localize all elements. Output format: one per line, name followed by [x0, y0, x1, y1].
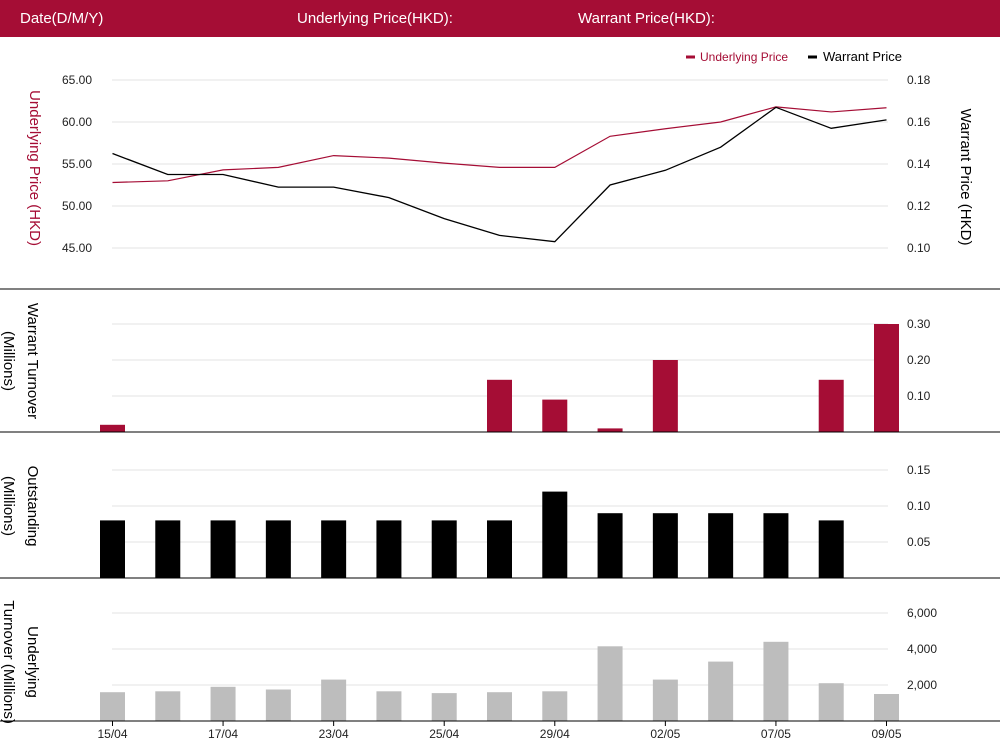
right-tick-label: 6,000: [907, 606, 937, 620]
x-tick-label: 17/04: [208, 727, 238, 741]
left-tick-label: 45.00: [62, 241, 92, 255]
outstanding-bar: [542, 491, 568, 578]
underlying-axis-title: Underlying Price (HKD): [26, 90, 43, 246]
right-tick-label: 0.30: [907, 317, 931, 331]
underlying-turnover-bar: [265, 689, 291, 721]
outstanding-bar: [431, 520, 457, 578]
outstanding-bar: [818, 520, 844, 578]
outstanding-bar: [597, 513, 623, 578]
left-tick-label: 50.00: [62, 199, 92, 213]
outstanding-bar: [376, 520, 402, 578]
x-tick-label: 23/04: [319, 727, 349, 741]
warrant-turnover-bar: [542, 399, 568, 432]
underlying-price-line: [112, 106, 887, 184]
outstanding-bar: [155, 520, 181, 578]
axis-title-line: (Millions): [0, 331, 17, 391]
right-tick-label: 0.10: [907, 389, 931, 403]
outstanding-bar: [210, 520, 236, 578]
right-tick-label: 0.15: [907, 463, 931, 477]
date-label: Date(D/M/Y): [20, 10, 104, 27]
right-tick-label: 0.05: [907, 535, 931, 549]
underlying-turnover-bar: [431, 693, 457, 721]
axis-title-line: (Millions): [0, 476, 17, 536]
underlying-turnover-bar: [487, 692, 512, 721]
underlying-turnover-bar: [100, 692, 125, 721]
warrant-price-label: Warrant Price(HKD):: [578, 10, 715, 27]
warrant-price-line: [112, 106, 887, 243]
underlying-turnover-bar: [818, 683, 844, 721]
warrant-turnover-bar: [652, 360, 678, 432]
outstanding-bar: [652, 513, 678, 578]
underlying-turnover-bar: [210, 686, 236, 721]
underlying-price-label: Underlying Price(HKD):: [297, 10, 453, 27]
warrant-turnover-bar: [874, 324, 899, 432]
warrant-turnover-bar: [100, 424, 125, 432]
x-tick-label: 09/05: [871, 727, 901, 741]
chart-header: Date(D/M/Y) Underlying Price(HKD): Warra…: [0, 0, 1000, 37]
warrant-chart: 65.00 0.18 60.00 0.16 55.00 0.14 50.00 0.12 45.0…: [0, 49, 1000, 741]
underlying-turnover-bar: [376, 691, 402, 721]
right-tick-label: 0.18: [907, 73, 931, 87]
warrant-turnover-bar: [487, 379, 512, 432]
right-tick-label: 0.10: [907, 241, 931, 255]
axis-title-line: Turnover (Millions): [0, 600, 17, 724]
outstanding-bar: [265, 520, 291, 578]
right-tick-label: 4,000: [907, 642, 937, 656]
x-tick-label: 25/04: [429, 727, 459, 741]
right-tick-label: 0.20: [907, 353, 931, 367]
right-tick-label: 0.12: [907, 199, 931, 213]
underlying-turnover-bar: [763, 641, 789, 721]
x-tick-label: 02/05: [650, 727, 680, 741]
outstanding-bar: [487, 520, 512, 578]
outstanding-bar: [100, 520, 125, 578]
legend-warrant-label: Warrant Price: [823, 49, 902, 64]
outstanding-bar: [763, 513, 789, 578]
legend-underlying-label: Underlying Price: [700, 50, 788, 64]
x-tick-label: 07/05: [761, 727, 791, 741]
right-tick-label: 0.10: [907, 499, 931, 513]
underlying-turnover-bar: [155, 691, 181, 721]
left-tick-label: 60.00: [62, 115, 92, 129]
right-tick-label: 0.14: [907, 157, 931, 171]
underlying-turnover-bar: [321, 679, 347, 721]
underlying-turnover-bar: [874, 694, 899, 721]
outstanding-bar: [708, 513, 734, 578]
axis-title-line: Outstanding: [24, 466, 41, 547]
right-tick-label: 2,000: [907, 678, 937, 692]
axis-title-line: Underlying: [24, 626, 41, 698]
x-tick-label: 29/04: [540, 727, 570, 741]
right-tick-label: 0.16: [907, 115, 931, 129]
axis-title-line: Warrant Turnover: [24, 303, 41, 419]
left-tick-label: 55.00: [62, 157, 92, 171]
underlying-turnover-bar: [708, 661, 734, 721]
underlying-turnover-bar: [652, 679, 678, 721]
underlying-turnover-bar: [542, 691, 568, 721]
outstanding-bar: [321, 520, 347, 578]
warrant-turnover-bar: [818, 379, 844, 432]
left-tick-label: 65.00: [62, 73, 92, 87]
warrant-axis-title: Warrant Price (HKD): [957, 109, 974, 246]
warrant-turnover-bar: [597, 428, 623, 432]
underlying-turnover-bar: [597, 646, 623, 721]
x-tick-label: 15/04: [97, 727, 127, 741]
